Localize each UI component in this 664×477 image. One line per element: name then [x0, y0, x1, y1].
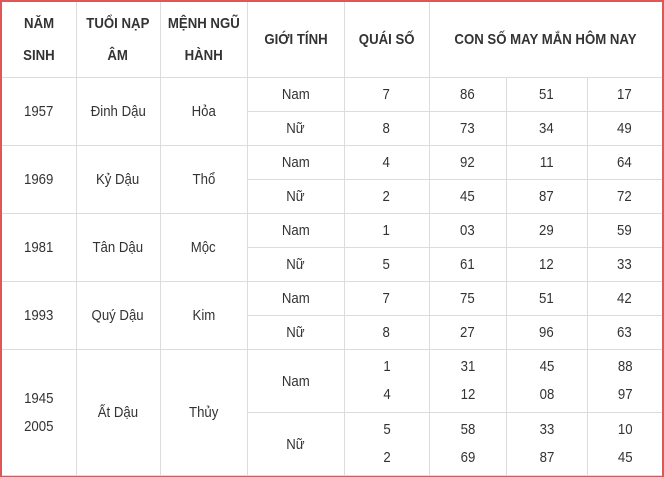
- lucky-number: 49: [586, 111, 663, 146]
- lucky-number: 75: [428, 281, 507, 316]
- lucky-number: 33 87: [505, 412, 588, 476]
- birth-year: 1945 2005: [2, 349, 77, 476]
- lucky-number: 11: [505, 145, 588, 180]
- birth-year: 1957: [2, 77, 77, 146]
- quai-so: 1: [343, 213, 430, 248]
- lucky-number: 73: [428, 111, 507, 146]
- menh-ngu-hanh: Kim: [159, 281, 248, 350]
- birth-year: 1969: [2, 145, 77, 214]
- lucky-number: 03: [428, 213, 507, 248]
- lucky-number: 86: [428, 77, 507, 112]
- table-row: Nữ 8 27 96 63: [2, 315, 663, 350]
- gender: Nam: [246, 213, 345, 248]
- table-row: 1969 Kỷ Dậu Thổ Nam 4 92 11 64: [2, 145, 663, 214]
- header-tuoi-nap-am: TUỔI NẠP ÂM: [75, 2, 161, 78]
- quai-so: 8: [343, 315, 430, 350]
- menh-ngu-hanh: Mộc: [159, 213, 248, 282]
- header-gioi-tinh: GIỚI TÍNH: [246, 2, 345, 78]
- header-nam-sinh: NĂM SINH: [2, 2, 77, 78]
- lucky-number: 45: [428, 179, 507, 214]
- gender: Nam: [246, 281, 345, 316]
- lucky-number: 12: [505, 247, 588, 282]
- tuoi-nap-am: Quý Dậu: [75, 281, 161, 350]
- lucky-number: 27: [428, 315, 507, 350]
- table-row: 1981 Tân Dậu Mộc Nam 1 03 29 59: [2, 213, 663, 282]
- lucky-number: 34: [505, 111, 588, 146]
- lucky-number: 51: [505, 77, 588, 112]
- birth-year: 1981: [2, 213, 77, 282]
- lucky-number: 29: [505, 213, 588, 248]
- quai-so: 2: [343, 179, 430, 214]
- lucky-number: 88 97: [586, 349, 663, 413]
- tuoi-nap-am: Tân Dậu: [75, 213, 161, 282]
- lucky-number: 92: [428, 145, 507, 180]
- gender: Nữ: [247, 315, 345, 350]
- gender: Nữ: [247, 179, 345, 214]
- gender: Nữ: [247, 111, 345, 146]
- gender: Nam: [246, 77, 345, 112]
- lucky-number: 33: [586, 247, 663, 282]
- menh-ngu-hanh: Thổ: [159, 145, 248, 214]
- quai-so: 4: [343, 145, 430, 180]
- lucky-number: 17: [586, 77, 663, 112]
- gender: Nữ: [247, 247, 345, 282]
- header-menh: MỆNH NGŨ HÀNH: [159, 2, 248, 78]
- table-row: Nữ 5 2 58 69 33 87 10 45: [2, 412, 663, 476]
- lucky-number: 45 08: [505, 349, 588, 413]
- tuoi-nap-am: Kỷ Dậu: [75, 145, 161, 214]
- quai-so: 7: [343, 281, 430, 316]
- lucky-number: 51: [505, 281, 588, 316]
- lucky-number: 63: [586, 315, 663, 350]
- table-row: 1957 Đinh Dậu Hỏa Nam 7 86 51 17: [2, 77, 663, 146]
- gender: Nữ: [247, 412, 345, 476]
- table-row: Nữ 5 61 12 33: [2, 247, 663, 282]
- lucky-number: 87: [505, 179, 588, 214]
- lucky-number: 96: [505, 315, 588, 350]
- lucky-number: 59: [586, 213, 663, 248]
- lucky-number: 61: [428, 247, 507, 282]
- quai-so: 7: [343, 77, 430, 112]
- lucky-number: 31 12: [428, 349, 507, 413]
- table-row: 1993 Quý Dậu Kim Nam 7 75 51 42: [2, 281, 663, 350]
- lucky-number: 72: [586, 179, 663, 214]
- gender: Nam: [246, 145, 345, 180]
- menh-ngu-hanh: Hỏa: [159, 77, 248, 146]
- lucky-number: 58 69: [428, 412, 507, 476]
- header-row: NĂM SINH TUỔI NẠP ÂM MỆNH NGŨ HÀNH GIỚI TÍN…: [2, 2, 663, 78]
- table-row: 1945 2005 Ất Dậu Thủy Nam 1 4 31 12 45 08 88 97: [2, 349, 663, 476]
- menh-ngu-hanh: Thủy: [159, 349, 248, 476]
- header-con-so: CON SỐ MAY MẮN HÔM NAY: [428, 2, 663, 78]
- birth-year: 1993: [2, 281, 77, 350]
- lucky-number: 10 45: [586, 412, 663, 476]
- tuoi-nap-am: Ất Dậu: [75, 349, 161, 476]
- quai-so: 5: [343, 247, 430, 282]
- gender: Nam: [246, 349, 345, 413]
- header-quai-so: QUÁI SỐ: [343, 2, 430, 78]
- quai-so: 8: [343, 111, 430, 146]
- tuoi-nap-am: Đinh Dậu: [75, 77, 161, 146]
- lucky-number: 64: [586, 145, 663, 180]
- lucky-number: 42: [586, 281, 663, 316]
